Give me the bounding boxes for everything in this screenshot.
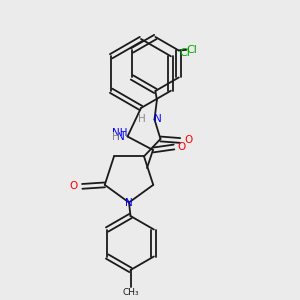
Text: O: O (70, 182, 78, 191)
Text: O: O (184, 136, 193, 146)
Text: H: H (138, 115, 146, 124)
Text: H: H (112, 131, 119, 142)
Text: Cl: Cl (179, 48, 190, 58)
Text: O: O (177, 142, 186, 152)
Text: Cl: Cl (187, 46, 198, 56)
Text: NH: NH (112, 128, 128, 139)
Text: N: N (117, 131, 124, 142)
Text: N: N (125, 197, 133, 208)
Text: CH₃: CH₃ (122, 288, 139, 297)
Text: N: N (154, 115, 162, 124)
